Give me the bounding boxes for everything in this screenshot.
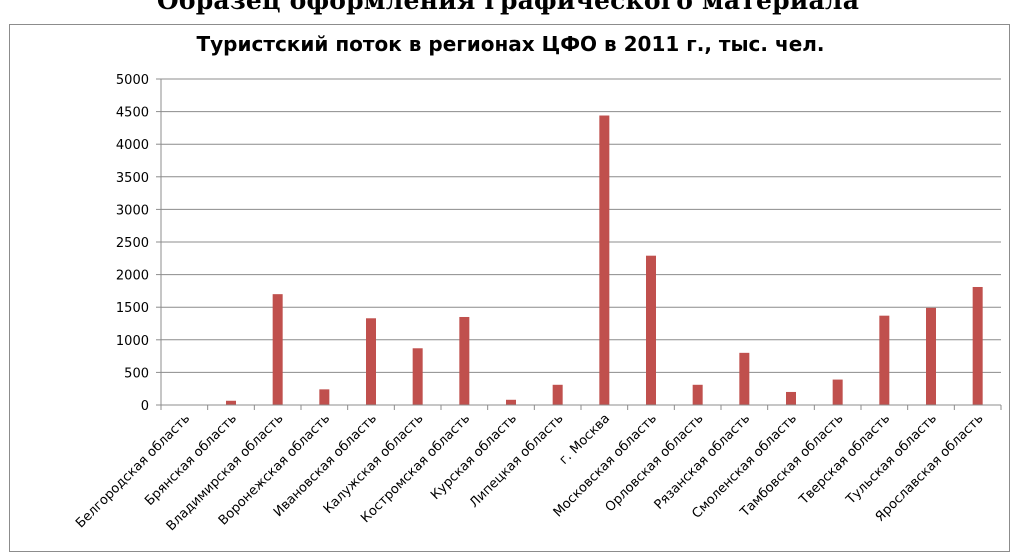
bar: [226, 400, 236, 405]
y-tick-label: 3500: [116, 171, 149, 186]
bar: [879, 315, 890, 405]
bar: [786, 391, 796, 405]
bar: [412, 348, 423, 405]
bar: [272, 294, 283, 405]
x-category-label: Липецкая область: [467, 411, 567, 511]
x-category-label: Брянская область: [142, 411, 240, 509]
x-category-label: Курская область: [428, 411, 520, 503]
y-axis-ticks: 0 500 1000 1500 2000 2500 3000 3500 4000 4500 5000: [116, 73, 161, 414]
bar: [552, 384, 563, 405]
gridlines: [161, 78, 1001, 373]
bar: [319, 389, 330, 405]
bars: [226, 115, 983, 406]
chart-frame: Туристский поток в регионах ЦФО в 2011 г…: [9, 24, 1010, 552]
y-tick-label: 4000: [116, 138, 149, 153]
axes: [160, 79, 1002, 410]
bar: [366, 318, 376, 405]
y-tick-label: 0: [141, 399, 149, 414]
bar: [832, 379, 843, 405]
bar-chart: 0 500 1000 1500 2000 2500 3000 3500 4000 4500 5000…: [73, 73, 1002, 534]
y-tick-label: 2500: [116, 236, 149, 251]
bar: [506, 399, 516, 405]
bar: [739, 352, 750, 405]
chart-title: Туристский поток в регионах ЦФО в 2011 г…: [196, 32, 825, 56]
bar: [599, 115, 610, 406]
y-tick-label: 2000: [116, 269, 149, 284]
y-tick-label: 1500: [116, 301, 149, 316]
y-tick-label: 4500: [116, 106, 149, 121]
y-tick-label: 3000: [116, 203, 149, 218]
bar: [972, 286, 983, 405]
x-category-label: Тверская область: [796, 411, 893, 508]
bar: [646, 255, 656, 405]
y-tick-label: 500: [124, 366, 149, 381]
page-heading: Образец оформления графического материал…: [156, 0, 860, 15]
bar: [692, 384, 703, 405]
bar: [459, 316, 470, 405]
x-category-label: Тульская область: [843, 411, 940, 508]
y-tick-label: 1000: [116, 334, 149, 349]
bar: [926, 307, 936, 405]
y-tick-label: 5000: [116, 73, 149, 88]
